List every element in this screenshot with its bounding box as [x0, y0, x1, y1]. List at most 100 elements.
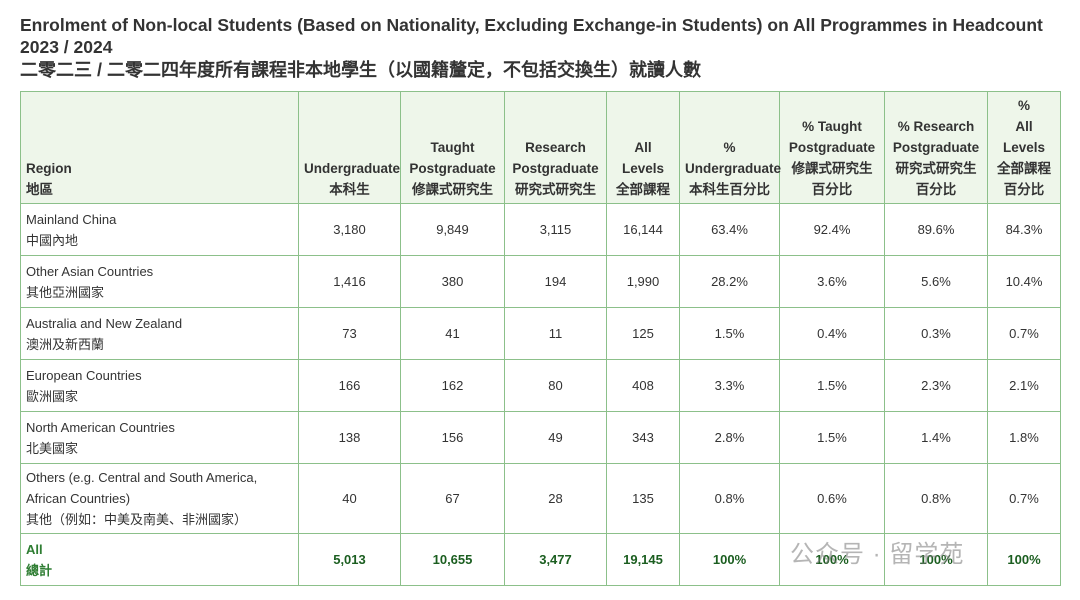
header-line: Postgraduate	[512, 161, 599, 176]
value-cell: 28	[504, 463, 607, 534]
value-cell: 2.8%	[679, 411, 780, 464]
value-cell: 28.2%	[679, 255, 780, 308]
value-cell: 1.5%	[779, 359, 885, 412]
value-cell: 343	[606, 411, 680, 464]
value-cell: 1,416	[298, 255, 401, 308]
value-cell: 2.3%	[884, 359, 988, 412]
table-row: Mainland China 中國內地 3,180 9,849 3,115 16,144 6…	[20, 203, 1061, 256]
column-header: Research Postgraduate 研究式研究生	[504, 91, 607, 204]
value-cell: 9,849	[400, 203, 505, 256]
value-cell: 10,655	[400, 533, 505, 586]
table-body: Mainland China 中國內地 3,180 9,849 3,115 16,144 6…	[20, 203, 1061, 586]
value-cell: 1.5%	[679, 307, 780, 360]
value-cell: 3,115	[504, 203, 607, 256]
value-cell: 100%	[679, 533, 780, 586]
region-zh: 北美國家	[26, 440, 79, 456]
header-line: 修課式研究生	[412, 182, 493, 197]
column-header: % Undergraduate 本科生百分比	[679, 91, 782, 204]
value-cell: 0.8%	[679, 463, 780, 534]
column-header: % Research Postgraduate 研究式研究生 百分比	[884, 91, 988, 204]
header-line: Taught	[430, 140, 475, 155]
value-cell: 84.3%	[987, 203, 1061, 256]
region-en: Others (e.g. Central and South America, …	[26, 470, 258, 506]
value-cell: 100%	[779, 533, 885, 586]
column-header: % Taught Postgraduate 修課式研究生 百分比	[779, 91, 885, 204]
value-cell: 408	[606, 359, 680, 412]
value-cell: 10.4%	[987, 255, 1061, 308]
region-en: Mainland China	[26, 211, 117, 227]
header-line: 百分比	[915, 182, 957, 197]
value-cell: 0.7%	[987, 463, 1061, 534]
title: Enrolment of Non-local Students (Based o…	[20, 15, 1043, 57]
value-cell: 63.4%	[679, 203, 780, 256]
subtitle: 二零二三 / 二零二四年度所有課程非本地學生（以國籍釐定，不包括交換生）就讀人數	[20, 60, 701, 80]
header-line: 百分比	[811, 182, 853, 197]
table-row: All 總計 5,013 10,655 3,477 19,145 100% 100% 100% 1…	[20, 533, 1061, 586]
value-cell: 67	[400, 463, 505, 534]
value-cell: 0.8%	[884, 463, 988, 534]
column-header: % All Levels 全部課程 百分比	[987, 91, 1061, 204]
region-cell: Other Asian Countries 其他亞洲國家	[20, 255, 299, 308]
header-line: 本科生百分比	[689, 182, 770, 197]
region-zh: 其他（例如：中美及南美、非洲國家）	[26, 512, 248, 527]
column-header: Taught Postgraduate 修課式研究生	[400, 91, 505, 204]
table-row: Australia and New Zealand 澳洲及新西蘭 73 41 11 125…	[20, 307, 1061, 360]
value-cell: 2.1%	[987, 359, 1061, 412]
region-en: Other Asian Countries	[26, 263, 154, 279]
value-cell: 40	[298, 463, 401, 534]
header-line: Postgraduate	[409, 161, 496, 176]
header-row: Region 地區 Undergraduate 本科生 Taught Postgradua…	[20, 91, 1061, 204]
value-cell: 1.5%	[779, 411, 885, 464]
value-cell: 0.6%	[779, 463, 885, 534]
header-line: All Levels	[621, 140, 665, 176]
table-row: Other Asian Countries 其他亞洲國家 1,416 380 194 1,…	[20, 255, 1061, 308]
region-zh: 澳洲及新西蘭	[26, 336, 105, 352]
value-cell: 41	[400, 307, 505, 360]
value-cell: 16,144	[606, 203, 680, 256]
column-header: Region 地區	[20, 91, 299, 204]
value-cell: 3.3%	[679, 359, 780, 412]
header-line: Postgraduate	[892, 140, 980, 155]
header-line: Undergraduate	[304, 161, 401, 176]
value-cell: 5,013	[298, 533, 401, 586]
value-cell: 380	[400, 255, 505, 308]
header-line: 本科生	[329, 182, 370, 197]
value-cell: 1.4%	[884, 411, 988, 464]
value-cell: 73	[298, 307, 401, 360]
value-cell: 5.6%	[884, 255, 988, 308]
value-cell: 166	[298, 359, 401, 412]
region-cell: Mainland China 中國內地	[20, 203, 299, 256]
header-line: %	[1017, 98, 1030, 113]
value-cell: 100%	[884, 533, 988, 586]
region-cell: Australia and New Zealand 澳洲及新西蘭	[20, 307, 299, 360]
value-cell: 3,180	[298, 203, 401, 256]
enrolment-table: Region 地區 Undergraduate 本科生 Taught Postgradua…	[20, 91, 1061, 586]
region-cell: North American Countries 北美國家	[20, 411, 299, 464]
region-en: Australia and New Zealand	[26, 315, 183, 331]
region-en: North American Countries	[26, 419, 175, 435]
header-line: 全部課程	[997, 161, 1051, 176]
value-cell: 162	[400, 359, 505, 412]
header-line: 全部課程	[616, 182, 670, 197]
region-zh: 歐洲國家	[26, 388, 79, 404]
region-cell: Others (e.g. Central and South America, …	[20, 463, 299, 534]
value-cell: 11	[504, 307, 607, 360]
header-line: 研究式研究生	[515, 182, 596, 197]
region-zh: 總計	[26, 562, 53, 578]
header-line: Undergraduate	[685, 161, 782, 176]
table-row: European Countries 歐洲國家 166 162 80 408 3.3% 1.5…	[20, 359, 1061, 412]
value-cell: 3.6%	[779, 255, 885, 308]
header-line: % Research	[897, 119, 975, 134]
table-row: Others (e.g. Central and South America, …	[20, 463, 1061, 534]
value-cell: 0.4%	[779, 307, 885, 360]
value-cell: 1.8%	[987, 411, 1061, 464]
value-cell: 100%	[987, 533, 1061, 586]
header-line: % Taught	[802, 119, 862, 134]
value-cell: 0.3%	[884, 307, 988, 360]
value-cell: 138	[298, 411, 401, 464]
header-line: Region	[26, 161, 72, 176]
table-row: North American Countries 北美國家 138 156 49 343 2…	[20, 411, 1061, 464]
column-header: Undergraduate 本科生	[298, 91, 401, 204]
column-header: All Levels 全部課程	[606, 91, 680, 204]
